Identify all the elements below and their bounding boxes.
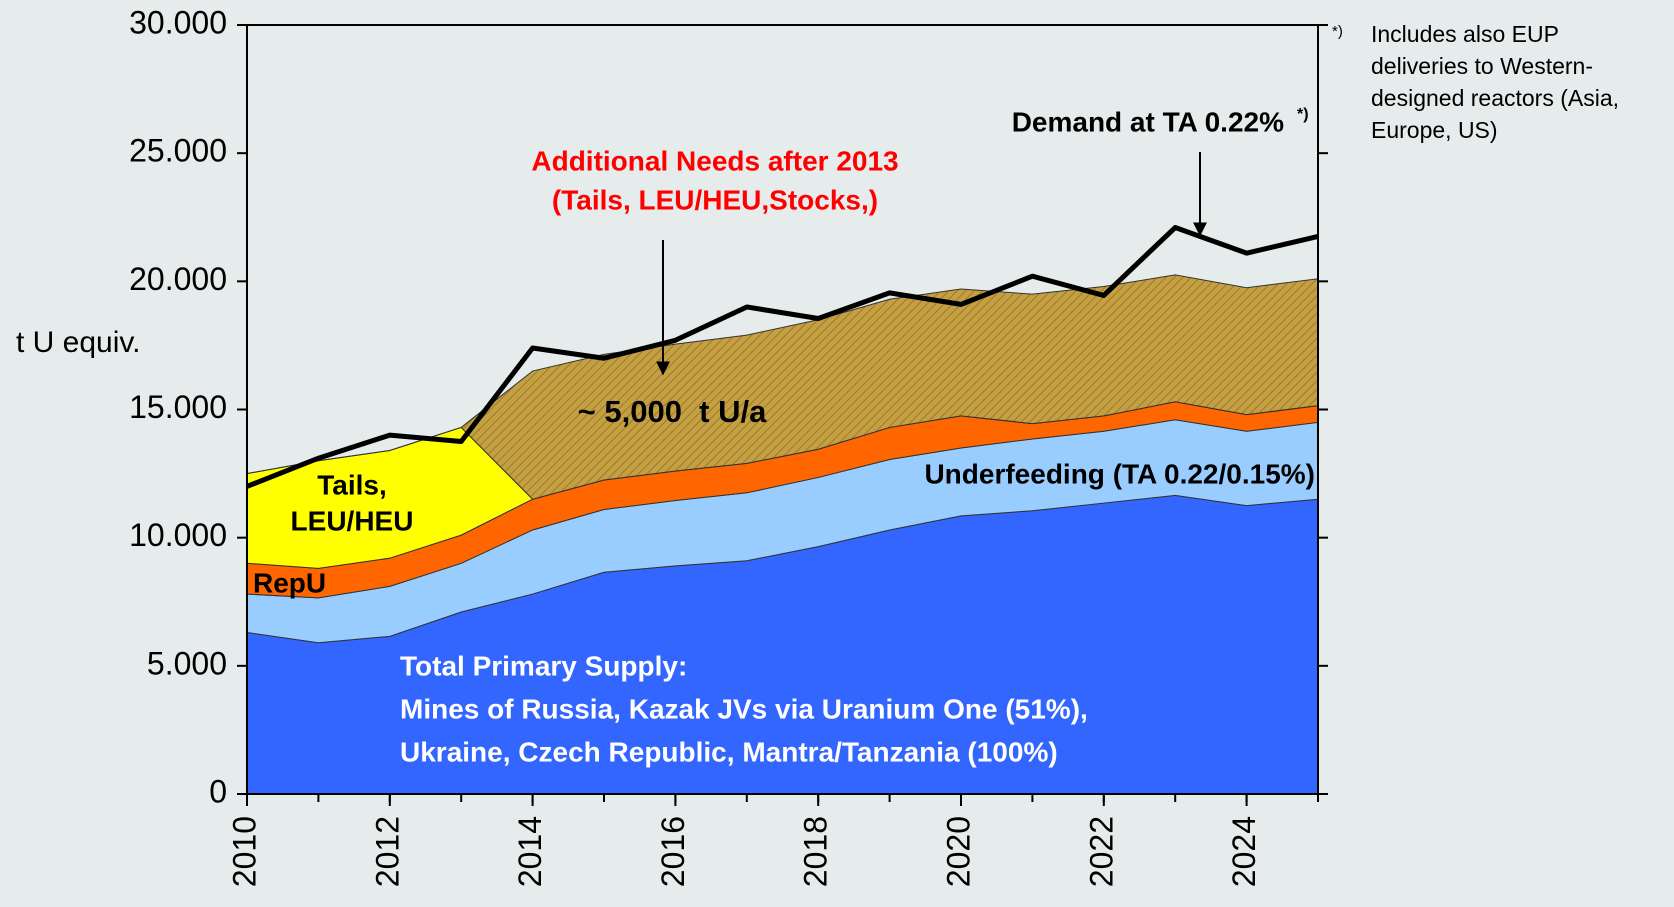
y-tick-label: 25.000 <box>129 133 227 169</box>
y-tick-label: 20.000 <box>129 261 227 297</box>
footnote: Includes also EUP <box>1371 21 1559 47</box>
y-tick-label: 5.000 <box>147 645 227 681</box>
annotation: Tails, <box>317 469 387 500</box>
x-tick-label: 2024 <box>1226 816 1262 887</box>
x-tick-label: 2016 <box>655 816 691 887</box>
footnote-marker: *) <box>1332 23 1343 40</box>
demand-line <box>246 225 1319 489</box>
y-axis-label: t U equiv. <box>16 326 141 359</box>
annotation: LEU/HEU <box>291 505 414 536</box>
footnote: deliveries to Western- <box>1371 53 1593 79</box>
x-tick-label: 2022 <box>1083 816 1119 887</box>
x-tick-label: 2018 <box>798 816 834 887</box>
annotation: Demand at TA 0.22% <box>1012 106 1284 137</box>
annotation: (Tails, LEU/HEU,Stocks,) <box>552 184 878 215</box>
annotation: Total Primary Supply: <box>400 650 687 681</box>
footnote: designed reactors (Asia, <box>1371 85 1619 111</box>
plot-area <box>246 225 1319 795</box>
y-tick-label: 10.000 <box>129 517 227 553</box>
x-tick-label: 2012 <box>369 816 405 887</box>
y-tick-label: 0 <box>209 773 227 809</box>
annotation: Additional Needs after 2013 <box>531 145 898 176</box>
annotation: Underfeeding (TA 0.22/0.15%) <box>924 458 1315 489</box>
footnote: Europe, US) <box>1371 117 1498 143</box>
y-tick-label: 15.000 <box>129 389 227 425</box>
annotation: RepU <box>253 567 326 598</box>
annotation: ~ 5,000 t U/a <box>578 394 767 429</box>
x-tick-label: 2010 <box>226 816 262 887</box>
x-tick-label: 2014 <box>512 816 548 887</box>
y-tick-label: 30.000 <box>129 4 227 40</box>
annotation: Ukraine, Czech Republic, Mantra/Tanzania… <box>400 736 1058 767</box>
annotation: Mines of Russia, Kazak JVs via Uranium O… <box>400 693 1088 724</box>
x-tick-label: 2020 <box>940 816 976 887</box>
demand-marker: *) <box>1297 106 1309 123</box>
